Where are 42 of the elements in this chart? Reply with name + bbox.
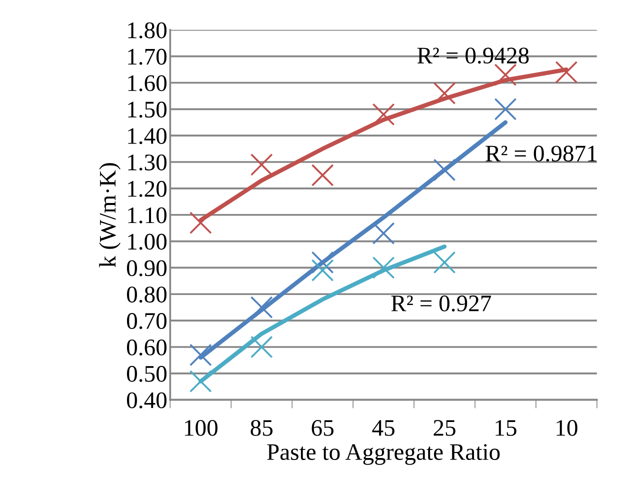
x-tick-label: 100 (185, 420, 218, 436)
x-tick-label: 10 (556, 420, 578, 436)
x-tick-label: 65 (312, 420, 334, 436)
point (372, 103, 395, 126)
y-axis-title: k (W/m·K) (99, 163, 121, 268)
y-tick-label: 1.80 (128, 22, 166, 38)
point (189, 344, 212, 366)
y-tick-label: 1.10 (128, 207, 166, 224)
y-tick-label: 1.50 (128, 102, 166, 118)
point (250, 296, 273, 319)
point (311, 164, 334, 186)
y-tick-label: 1.00 (128, 234, 166, 250)
y-tick-label: 1.60 (128, 75, 166, 92)
point (433, 82, 456, 105)
annotation: R² = 0.9871 (486, 146, 596, 162)
y-tick-label: 0.80 (126, 286, 166, 303)
point (494, 98, 517, 120)
y-tick-label: 0.40 (126, 392, 166, 408)
y-tick-label: 0.70 (126, 313, 166, 330)
x-axis-title: Paste to Aggregate Ratio (267, 444, 500, 465)
y-tick-label: 1.70 (128, 48, 166, 65)
point (250, 153, 273, 176)
x-tick-label: 25 (434, 420, 456, 436)
point (189, 212, 212, 234)
y-tick-label: 0.60 (126, 339, 166, 356)
point (250, 336, 273, 358)
point (311, 259, 334, 282)
x-tick-label: 85 (250, 420, 273, 436)
point (433, 251, 456, 274)
y-tick-label: 0.50 (126, 366, 166, 382)
x-tick-label: 45 (372, 420, 394, 436)
y-tick-label: 1.40 (128, 128, 166, 144)
y-tick-label: 1.30 (128, 154, 166, 171)
point (372, 222, 395, 245)
annotation: R² = 0.9428 (417, 48, 529, 64)
point (555, 60, 578, 84)
point (372, 256, 395, 279)
y-tick-label: 1.20 (128, 180, 166, 197)
x-tick-label: 15 (496, 420, 516, 436)
y-tick-label: 0.90 (126, 260, 166, 276)
annotation: R² = 0.927 (391, 295, 492, 312)
point (494, 64, 517, 86)
